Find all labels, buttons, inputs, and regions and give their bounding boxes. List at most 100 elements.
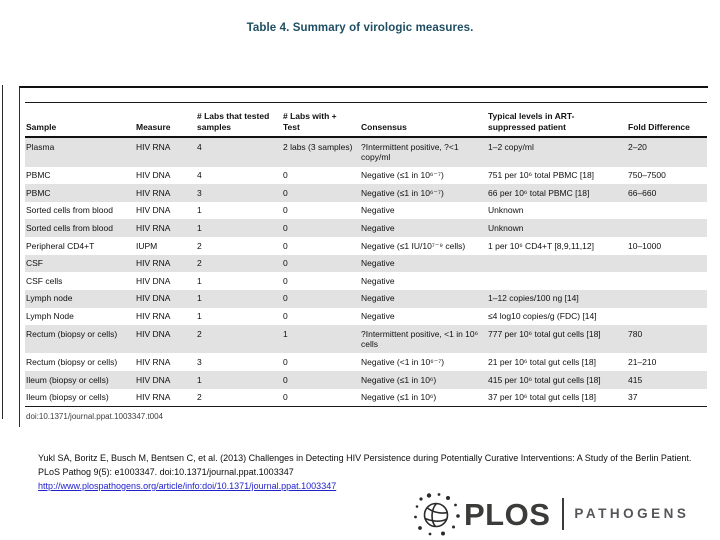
table-cell: HIV DNA bbox=[136, 293, 171, 304]
table-cell: ?Intermittent positive, ?<1 copy/ml bbox=[361, 141, 459, 163]
table-cell: 2–20 bbox=[628, 141, 647, 152]
journal-wordmark: PATHOGENS bbox=[574, 506, 690, 522]
table-cell: 750–7500 bbox=[628, 170, 666, 180]
table-cell: 0 bbox=[283, 275, 288, 286]
table-cell: HIV DNA bbox=[136, 328, 171, 339]
table-cell: 0 bbox=[283, 170, 288, 180]
table-cell: Peripheral CD4+T bbox=[26, 240, 95, 251]
table-cell: Lymph Node bbox=[26, 311, 74, 321]
table-cell: 1 bbox=[197, 293, 202, 304]
table-cell bbox=[487, 272, 627, 290]
table-doi-note: doi:10.1371/journal.ppat.1003347.t004 bbox=[26, 412, 164, 422]
table-cell: 1 bbox=[197, 205, 202, 216]
table-cell: PBMC bbox=[26, 187, 51, 198]
table-cell: 751 per 10⁶ total PBMC [18] bbox=[488, 170, 595, 180]
table-cell: 0 bbox=[283, 374, 288, 385]
table-cell: 37 per 10⁶ total gut cells [18] bbox=[488, 392, 596, 403]
citation-block: Yukl SA, Boritz E, Busch M, Bentsen C, e… bbox=[38, 452, 693, 494]
table-cell: PBMC bbox=[26, 170, 51, 180]
table-cell: HIV RNA bbox=[136, 311, 171, 321]
table-cell: 66–660 bbox=[628, 187, 657, 198]
table-cell: Sorted cells from blood bbox=[26, 205, 113, 216]
table-row: Rectum (biopsy or cells) HIV DNA 2 1 ?Interm… bbox=[25, 325, 707, 354]
table-cell: IUPM bbox=[136, 240, 158, 251]
table-cell: 2 bbox=[197, 240, 202, 251]
table-cell: HIV DNA bbox=[136, 374, 171, 385]
table-cell: HIV DNA bbox=[136, 170, 171, 180]
table-cell: 0 bbox=[283, 293, 288, 304]
table-cell: 0 bbox=[283, 205, 288, 216]
table-row: Rectum (biopsy or cells) HIV RNA 3 0 Negativ… bbox=[25, 353, 707, 371]
table-cell: Rectum (biopsy or cells) bbox=[26, 356, 118, 367]
table-cell: 37 bbox=[628, 392, 638, 403]
table-cell: Unknown bbox=[488, 205, 524, 216]
column-header-consensus: Consensus bbox=[360, 102, 487, 139]
citation-link[interactable]: http://www.plospathogens.org/article/inf… bbox=[38, 480, 337, 491]
table-cell: Negative (≤1 in 10⁶) bbox=[361, 374, 437, 385]
table-cell: 415 bbox=[628, 374, 643, 385]
table-cell: Negative bbox=[361, 293, 395, 304]
table-cell: Sorted cells from blood bbox=[26, 222, 113, 233]
table-cell: 1 bbox=[197, 222, 202, 233]
table-cell: HIV RNA bbox=[136, 222, 171, 233]
table-cell bbox=[627, 202, 707, 220]
column-header-sample: Sample bbox=[25, 102, 135, 139]
table-cell: Ileum (biopsy or cells) bbox=[26, 374, 109, 385]
virologic-measures-table: Sample Measure # Labs that tested sample… bbox=[19, 86, 708, 428]
table-cell: 3 bbox=[197, 187, 202, 198]
table-cell: Plasma bbox=[26, 141, 55, 152]
table-cell bbox=[627, 272, 707, 290]
table-cell: HIV RNA bbox=[136, 258, 171, 269]
table-cell: 0 bbox=[283, 222, 288, 233]
table-cell: 66 per 10⁶ total PBMC [18] bbox=[488, 187, 590, 198]
table-row: CSF cells HIV DNA 1 0 Negative bbox=[25, 272, 707, 290]
table-cell: 1 bbox=[283, 328, 288, 339]
citation-text: Yukl SA, Boritz E, Busch M, Bentsen C, e… bbox=[38, 453, 692, 477]
table-cell: 4 bbox=[197, 170, 202, 180]
table-cell: 1–2 copy/ml bbox=[488, 141, 534, 152]
table-cell: HIV DNA bbox=[136, 205, 171, 216]
table-cell: 1 bbox=[197, 275, 202, 286]
table-row: Sorted cells from blood HIV DNA 1 0 Negative… bbox=[25, 201, 707, 220]
column-header-measure: Measure bbox=[135, 102, 196, 139]
table-cell: 0 bbox=[283, 258, 288, 269]
table-cell: Ileum (biopsy or cells) bbox=[26, 392, 109, 403]
column-header-labs-positive: # Labs with + Test bbox=[282, 102, 360, 139]
table-header-row: Sample Measure # Labs that tested sample… bbox=[25, 102, 707, 139]
table-cell: Negative (≤1 in 10⁶⁻⁷) bbox=[361, 187, 444, 198]
table-row: PBMC HIV RNA 3 0 Negative (≤1 in 10⁶⁻⁷) 66 pe… bbox=[25, 184, 707, 202]
table-cell: 21–210 bbox=[628, 356, 657, 367]
table-row: Peripheral CD4+T IUPM 2 0 Negative (≤1 IU/10… bbox=[25, 237, 707, 255]
table-cell: 3 bbox=[197, 356, 202, 367]
table-cell: 2 bbox=[197, 258, 202, 269]
table-cell: 1 bbox=[197, 311, 202, 321]
logo-divider bbox=[562, 498, 565, 530]
table-cell: 4 bbox=[197, 141, 202, 152]
table-row: Lymph node HIV DNA 1 0 Negative 1–12 copies/1… bbox=[25, 289, 707, 308]
table-cell: 0 bbox=[283, 187, 288, 198]
column-header-fold-difference: Fold Difference bbox=[627, 102, 707, 139]
table-cell: Negative bbox=[361, 205, 395, 216]
table-cell bbox=[487, 255, 627, 273]
table-cell: Negative bbox=[361, 311, 395, 321]
figure-left-edge-line bbox=[2, 85, 3, 419]
table-cell: Negative bbox=[361, 258, 395, 269]
table-cell: 1 per 10⁶ CD4+T [8,9,11,12] bbox=[488, 240, 594, 251]
table-cell bbox=[627, 255, 707, 273]
table-cell: 21 per 10⁶ total gut cells [18] bbox=[488, 356, 596, 367]
table-row: Ileum (biopsy or cells) HIV RNA 2 0 Negative… bbox=[25, 388, 707, 407]
table-cell: Rectum (biopsy or cells) bbox=[26, 328, 118, 339]
table-cell: 777 per 10⁶ total gut cells [18] bbox=[488, 328, 601, 339]
table-cell: 1–12 copies/100 ng [14] bbox=[488, 293, 579, 304]
table-cell: 1 bbox=[197, 374, 202, 385]
table-cell: HIV RNA bbox=[136, 187, 171, 198]
table-header: Sample Measure # Labs that tested sample… bbox=[25, 102, 707, 139]
table-cell: ?Intermittent positive, <1 in 10⁶ cells bbox=[361, 328, 479, 350]
table-row: PBMC HIV DNA 4 0 Negative (≤1 in 10⁶⁻⁷) 751 p… bbox=[25, 166, 707, 185]
table-cell: HIV DNA bbox=[136, 275, 171, 286]
table-cell: 0 bbox=[283, 311, 288, 321]
table-cell: HIV RNA bbox=[136, 356, 171, 367]
table-cell: ≤4 log10 copies/g (FDC) [14] bbox=[488, 311, 597, 321]
table-cell bbox=[627, 219, 707, 237]
